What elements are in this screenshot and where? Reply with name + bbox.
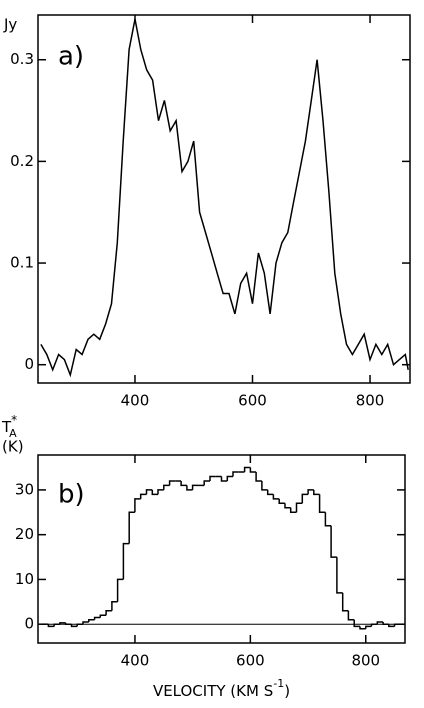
histogram-step xyxy=(111,601,118,611)
histogram-step xyxy=(64,622,72,625)
histogram-step xyxy=(336,557,343,594)
histogram-step xyxy=(180,481,187,487)
histogram-step xyxy=(255,472,262,482)
x-label-end: ) xyxy=(284,682,290,700)
histogram-step xyxy=(220,476,228,482)
histogram-step xyxy=(249,467,257,473)
x-axis-label: VELOCITY (KM S-1) xyxy=(153,677,290,700)
histogram-step xyxy=(307,489,314,495)
histogram-step xyxy=(163,484,170,490)
histogram-step xyxy=(388,624,395,628)
plot-frame xyxy=(37,14,411,384)
histogram-step xyxy=(365,625,372,629)
histogram-step xyxy=(295,502,303,513)
histogram-step xyxy=(168,480,176,486)
x-label-sup: -1 xyxy=(273,677,284,690)
histogram-step xyxy=(82,621,89,625)
histogram-step xyxy=(134,498,141,513)
x-tick-label: 800 xyxy=(351,652,380,670)
y-tick-label: 20 xyxy=(15,525,34,543)
histogram-step xyxy=(347,610,355,621)
histogram-step xyxy=(105,610,112,616)
histogram-step xyxy=(191,484,199,490)
histogram-step xyxy=(151,489,158,496)
histogram-step xyxy=(341,592,349,612)
histogram-step xyxy=(313,489,320,496)
histogram-step xyxy=(145,489,153,495)
y-label-sub: A xyxy=(9,427,17,440)
histogram-step xyxy=(393,623,401,627)
histogram-step xyxy=(59,622,66,625)
histogram-step xyxy=(376,621,384,625)
y-tick-label: 0 xyxy=(24,355,34,373)
x-tick-label: 800 xyxy=(356,392,385,410)
histogram-step xyxy=(122,542,130,580)
histogram-step xyxy=(266,489,274,496)
x-tick-label: 600 xyxy=(236,652,265,670)
y-tick-label: 0.3 xyxy=(10,50,34,68)
histogram-step xyxy=(116,578,124,602)
histogram-step xyxy=(186,485,193,491)
histogram-step xyxy=(226,475,233,481)
annotation: a) xyxy=(58,42,84,72)
histogram-step xyxy=(324,512,332,527)
histogram-step xyxy=(70,624,78,628)
y-tick-label: 0.1 xyxy=(10,254,34,272)
y-tick-label: 30 xyxy=(15,480,34,498)
x-label-text: VELOCITY (KM S xyxy=(153,682,273,700)
histogram-step xyxy=(76,623,83,627)
histogram-step xyxy=(382,622,389,625)
histogram-step xyxy=(289,507,297,514)
x-tick-label: 400 xyxy=(121,392,150,410)
histogram-step xyxy=(261,481,268,491)
histogram-step xyxy=(359,626,366,630)
y-tick-label: 10 xyxy=(15,570,34,588)
histogram-step xyxy=(209,475,216,481)
histogram-step xyxy=(47,624,55,628)
x-tick-label: 600 xyxy=(238,392,267,410)
histogram-step xyxy=(278,498,285,505)
histogram-step xyxy=(99,614,107,618)
y-axis-label: Jy xyxy=(3,16,17,34)
histogram-step xyxy=(93,616,101,620)
histogram-step xyxy=(157,489,164,495)
histogram-step xyxy=(232,471,239,477)
y-tick-label: 0.2 xyxy=(10,152,34,170)
histogram-step xyxy=(203,480,210,486)
histogram-step xyxy=(284,503,291,509)
histogram-step xyxy=(301,493,309,504)
y-label-sup: * xyxy=(11,413,17,427)
x-tick-label: 400 xyxy=(121,652,150,670)
y-tick-label: 0 xyxy=(24,615,34,633)
histogram-step xyxy=(370,623,378,627)
y-axis-label-unit: (K) xyxy=(2,438,24,456)
plot-frame xyxy=(37,454,406,644)
histogram-step xyxy=(53,623,60,627)
histogram-step xyxy=(128,511,135,544)
histogram-step xyxy=(243,466,251,472)
histogram-step xyxy=(318,494,326,514)
annotation: b) xyxy=(58,480,85,510)
histogram-step xyxy=(330,525,337,558)
histogram-step xyxy=(272,494,280,500)
y-axis-label: T* A xyxy=(1,413,17,441)
histogram-step xyxy=(88,618,95,622)
histogram-step xyxy=(139,493,147,499)
histogram-step xyxy=(353,619,360,628)
spectrum-line xyxy=(40,18,409,378)
y-label-base: T xyxy=(1,418,12,436)
